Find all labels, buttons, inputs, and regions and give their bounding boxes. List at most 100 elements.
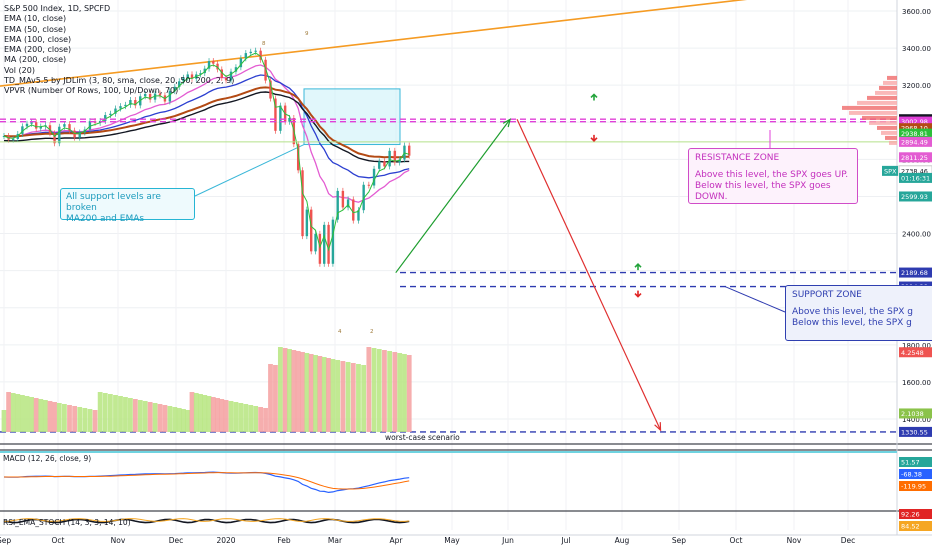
broken-support-callout[interactable]: All support levels are broken MA200 and … bbox=[60, 188, 195, 224]
price-tag-label: -68.38 bbox=[901, 471, 922, 479]
price-tag bbox=[899, 172, 932, 183]
price-tag-label: 2811.25 bbox=[901, 154, 928, 162]
legend-item[interactable]: TD_MAv5.5 by JDLim (3, 80, sma, close, 2… bbox=[4, 76, 235, 86]
volume-bar bbox=[147, 402, 153, 432]
volume-bar bbox=[56, 403, 62, 432]
macd-label[interactable]: MACD (12, 26, close, 9) bbox=[3, 454, 92, 463]
candle-body bbox=[186, 74, 189, 78]
volume-profile-bar bbox=[862, 115, 897, 120]
price-tag bbox=[899, 509, 932, 519]
volume-bar bbox=[376, 349, 382, 432]
candle-body bbox=[239, 58, 243, 68]
volume-bar bbox=[321, 357, 327, 432]
volume-bar bbox=[113, 395, 118, 432]
legend-item[interactable]: EMA (10, close) bbox=[4, 14, 67, 24]
volume-bar bbox=[167, 406, 173, 432]
x-tick-label: 2020 bbox=[216, 536, 235, 545]
resistance-text: Above this level, the SPX goes UP. bbox=[695, 170, 849, 180]
volume-bar bbox=[206, 396, 212, 432]
down-projection-arrow bbox=[516, 119, 662, 431]
candle-body bbox=[58, 126, 61, 144]
candle-body bbox=[114, 108, 117, 114]
volume-bar bbox=[157, 404, 163, 432]
volume-bar bbox=[15, 394, 21, 432]
td-count-label: 8 bbox=[262, 41, 266, 47]
volume-bar bbox=[361, 365, 367, 432]
x-tick-label: Sep bbox=[672, 536, 686, 545]
volume-bar bbox=[162, 405, 168, 432]
candle-body bbox=[346, 199, 350, 208]
support-zone-callout[interactable]: SUPPORT ZONE Above this level, the SPX g… bbox=[785, 285, 932, 341]
volume-profile-bar bbox=[842, 105, 897, 110]
candle-body bbox=[296, 144, 300, 171]
legend-item[interactable]: EMA (100, close) bbox=[4, 34, 72, 44]
volume-bar bbox=[287, 349, 292, 432]
volume-profile-bar bbox=[869, 120, 897, 125]
volume-bar bbox=[243, 404, 249, 432]
volume-bar bbox=[330, 359, 336, 432]
price-tag-label: 2599.93 bbox=[901, 193, 928, 201]
signal-line bbox=[4, 472, 410, 490]
candle-body bbox=[30, 122, 33, 124]
volume-profile-bar bbox=[887, 75, 897, 80]
volume-bar bbox=[176, 408, 182, 432]
stoch-signal-line bbox=[3, 518, 410, 522]
volume-bar bbox=[248, 405, 254, 432]
candle-body bbox=[104, 115, 107, 121]
candle-body bbox=[25, 123, 29, 127]
candle-body bbox=[220, 69, 223, 78]
callout-connector bbox=[194, 144, 305, 197]
legend-item[interactable]: MA (200, close) bbox=[4, 55, 67, 65]
candle-body bbox=[388, 150, 391, 167]
volume-bar bbox=[308, 354, 314, 432]
resistance-zone-callout[interactable]: RESISTANCE ZONE Above this level, the SP… bbox=[688, 148, 858, 204]
volume-bar bbox=[97, 392, 103, 432]
volume-bar bbox=[172, 407, 178, 432]
legend-item[interactable]: VPVR (Number Of Rows, 100, Up/Down, 70) bbox=[4, 86, 179, 96]
candle-body bbox=[336, 190, 339, 220]
price-tag-label: 2738.46 bbox=[901, 167, 928, 175]
volume-bar bbox=[77, 407, 83, 432]
volume-profile-bar bbox=[877, 125, 897, 130]
volume-bar bbox=[356, 364, 361, 432]
volume-bar bbox=[304, 353, 310, 432]
volume-bar bbox=[137, 400, 143, 432]
y-tick-label: 1600.00 bbox=[902, 379, 931, 387]
candle-body bbox=[318, 233, 322, 264]
current-price-label: SPX bbox=[884, 167, 897, 175]
volume-bar bbox=[371, 348, 377, 432]
candle-body bbox=[119, 106, 122, 109]
volume-bar bbox=[19, 395, 25, 432]
candle-body bbox=[378, 161, 381, 169]
volume-bar bbox=[1, 410, 7, 432]
x-tick-label: Aug bbox=[615, 536, 630, 545]
volume-profile-bar bbox=[883, 80, 897, 85]
candle-body bbox=[168, 91, 172, 102]
x-tick-label: Mar bbox=[328, 536, 343, 545]
stoch-label[interactable]: RSI_EMA_STOCH (14, 3, 3, 14, 10) bbox=[3, 518, 131, 527]
volume-bar bbox=[233, 402, 239, 432]
volume-bar bbox=[123, 397, 128, 432]
volume-bar bbox=[392, 352, 398, 432]
volume-bar bbox=[189, 392, 195, 432]
x-tick-label: Oct bbox=[52, 536, 65, 545]
candle-body bbox=[199, 73, 202, 75]
candle-body bbox=[216, 63, 219, 70]
legend-item[interactable]: EMA (50, close) bbox=[4, 24, 67, 34]
price-tag bbox=[899, 128, 932, 139]
volume-bar bbox=[102, 393, 108, 432]
td-count-label: 9 bbox=[305, 31, 309, 37]
price-tag bbox=[899, 408, 932, 419]
x-tick-label: Dec bbox=[841, 536, 856, 545]
candle-body bbox=[148, 93, 152, 100]
legend-item[interactable]: Vol (20) bbox=[4, 65, 35, 75]
resistance-title: RESISTANCE ZONE bbox=[695, 153, 780, 163]
volume-bar bbox=[42, 400, 48, 432]
price-tag bbox=[899, 347, 932, 358]
candle-body bbox=[224, 77, 228, 81]
legend-item[interactable]: EMA (200, close) bbox=[4, 45, 72, 55]
volume-bar bbox=[10, 393, 16, 432]
candle-body bbox=[143, 93, 147, 97]
